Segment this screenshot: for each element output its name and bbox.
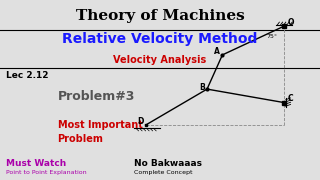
Text: 75°: 75° [267, 34, 277, 39]
Text: Theory of Machines: Theory of Machines [76, 9, 244, 23]
Text: B: B [199, 83, 205, 92]
Text: Lec 2.12: Lec 2.12 [6, 71, 49, 80]
Text: Complete Concept: Complete Concept [134, 170, 193, 175]
Text: O: O [288, 18, 294, 27]
Text: A: A [214, 47, 220, 56]
Text: Problem#3: Problem#3 [58, 90, 135, 103]
Text: Relative Velocity Method: Relative Velocity Method [62, 31, 258, 46]
Text: Point to Point Explanation: Point to Point Explanation [6, 170, 87, 175]
Text: Most Important
Problem: Most Important Problem [58, 120, 142, 144]
Text: D: D [138, 117, 144, 126]
Text: C: C [288, 94, 294, 103]
Text: Velocity Analysis: Velocity Analysis [113, 55, 207, 65]
Text: No Bakwaaas: No Bakwaaas [134, 159, 203, 168]
Text: Must Watch: Must Watch [6, 159, 67, 168]
